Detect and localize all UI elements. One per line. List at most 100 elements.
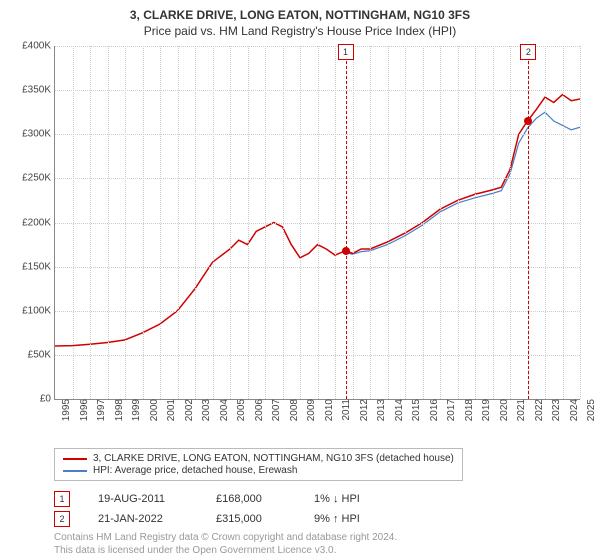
x-axis-label: 1995 — [57, 399, 72, 421]
sales-table: 1 19-AUG-2011 £168,000 1% ↓ HPI 2 21-JAN… — [54, 491, 588, 527]
y-axis-label: £300K — [22, 129, 55, 140]
x-axis-label: 1996 — [75, 399, 90, 421]
gridline-x — [580, 46, 581, 399]
x-axis-label: 2002 — [180, 399, 195, 421]
gridline-x — [300, 46, 301, 399]
y-axis-label: £250K — [22, 173, 55, 184]
x-axis-label: 2001 — [162, 399, 177, 421]
gridline-x — [178, 46, 179, 399]
legend-item-price-paid: 3, CLARKE DRIVE, LONG EATON, NOTTINGHAM,… — [63, 453, 454, 464]
sale-diff: 1% ↓ HPI — [314, 493, 414, 505]
legend-item-hpi: HPI: Average price, detached house, Erew… — [63, 465, 454, 476]
x-axis-label: 1997 — [92, 399, 107, 421]
footer-line: This data is licensed under the Open Gov… — [54, 544, 588, 557]
x-axis-label: 2013 — [372, 399, 387, 421]
gridline-x — [195, 46, 196, 399]
sale-row: 1 19-AUG-2011 £168,000 1% ↓ HPI — [54, 491, 588, 507]
legend-box: 3, CLARKE DRIVE, LONG EATON, NOTTINGHAM,… — [54, 448, 463, 481]
legend-label: HPI: Average price, detached house, Erew… — [93, 465, 297, 476]
sale-diff: 9% ↑ HPI — [314, 513, 414, 525]
chart-title: 3, CLARKE DRIVE, LONG EATON, NOTTINGHAM,… — [12, 8, 588, 22]
x-axis-label: 2020 — [495, 399, 510, 421]
x-axis-label: 2011 — [337, 399, 352, 421]
x-axis-label: 2015 — [407, 399, 422, 421]
gridline-x — [493, 46, 494, 399]
y-axis-label: £200K — [22, 217, 55, 228]
x-axis-label: 2016 — [425, 399, 440, 421]
gridline-x — [125, 46, 126, 399]
x-axis-label: 2021 — [512, 399, 527, 421]
legend-swatch-price-paid — [63, 458, 87, 460]
chart-container: 3, CLARKE DRIVE, LONG EATON, NOTTINGHAM,… — [0, 0, 600, 560]
legend-label: 3, CLARKE DRIVE, LONG EATON, NOTTINGHAM,… — [93, 453, 454, 464]
sale-vline — [528, 46, 529, 399]
x-axis-label: 2012 — [355, 399, 370, 421]
gridline-x — [213, 46, 214, 399]
x-axis-label: 2025 — [582, 399, 597, 421]
x-axis-label: 2005 — [232, 399, 247, 421]
gridline-x — [160, 46, 161, 399]
gridline-x — [423, 46, 424, 399]
sale-date: 21-JAN-2022 — [98, 513, 188, 525]
sale-row: 2 21-JAN-2022 £315,000 9% ↑ HPI — [54, 511, 588, 527]
x-axis-label: 2023 — [547, 399, 562, 421]
y-axis-label: £400K — [22, 41, 55, 52]
x-axis-label: 2010 — [320, 399, 335, 421]
x-axis-label: 2006 — [250, 399, 265, 421]
sale-vline — [346, 46, 347, 399]
gridline-x — [405, 46, 406, 399]
plot-area: £0£50K£100K£150K£200K£250K£300K£350K£400… — [54, 46, 580, 400]
gridline-x — [90, 46, 91, 399]
sale-marker-flag: 1 — [338, 44, 354, 60]
x-axis-label: 2019 — [477, 399, 492, 421]
x-axis-label: 2018 — [460, 399, 475, 421]
gridline-x — [318, 46, 319, 399]
gridline-x — [230, 46, 231, 399]
gridline-x — [510, 46, 511, 399]
gridline-x — [335, 46, 336, 399]
gridline-x — [353, 46, 354, 399]
legend-swatch-hpi — [63, 470, 87, 472]
footer-line: Contains HM Land Registry data © Crown c… — [54, 531, 588, 544]
gridline-x — [388, 46, 389, 399]
sale-marker-dot — [524, 117, 532, 125]
sale-price: £315,000 — [216, 513, 286, 525]
gridline-x — [143, 46, 144, 399]
sale-date: 19-AUG-2011 — [98, 493, 188, 505]
x-axis-label: 2007 — [267, 399, 282, 421]
y-axis-label: £50K — [28, 349, 55, 360]
footer-text: Contains HM Land Registry data © Crown c… — [54, 531, 588, 557]
y-axis-label: £100K — [22, 305, 55, 316]
y-axis-label: £150K — [22, 261, 55, 272]
gridline-x — [440, 46, 441, 399]
y-axis-label: £0 — [40, 394, 55, 405]
sale-price: £168,000 — [216, 493, 286, 505]
x-axis-label: 2022 — [530, 399, 545, 421]
gridline-x — [458, 46, 459, 399]
x-axis-label: 2017 — [442, 399, 457, 421]
gridline-x — [563, 46, 564, 399]
x-axis-label: 2008 — [285, 399, 300, 421]
x-axis-label: 1998 — [110, 399, 125, 421]
chart-area: £0£50K£100K£150K£200K£250K£300K£350K£400… — [54, 46, 580, 436]
gridline-x — [283, 46, 284, 399]
x-axis-label: 2003 — [197, 399, 212, 421]
x-axis-label: 2000 — [145, 399, 160, 421]
sale-marker-box: 2 — [54, 511, 70, 527]
x-axis-label: 2004 — [215, 399, 230, 421]
gridline-x — [108, 46, 109, 399]
gridline-x — [545, 46, 546, 399]
sale-marker-box: 1 — [54, 491, 70, 507]
x-axis-label: 1999 — [127, 399, 142, 421]
gridline-x — [248, 46, 249, 399]
x-axis-label: 2009 — [302, 399, 317, 421]
x-axis-label: 2024 — [565, 399, 580, 421]
sale-marker-dot — [342, 247, 350, 255]
chart-subtitle: Price paid vs. HM Land Registry's House … — [12, 24, 588, 38]
y-axis-label: £350K — [22, 85, 55, 96]
x-axis-label: 2014 — [390, 399, 405, 421]
gridline-x — [370, 46, 371, 399]
gridline-x — [73, 46, 74, 399]
gridline-x — [265, 46, 266, 399]
gridline-x — [475, 46, 476, 399]
